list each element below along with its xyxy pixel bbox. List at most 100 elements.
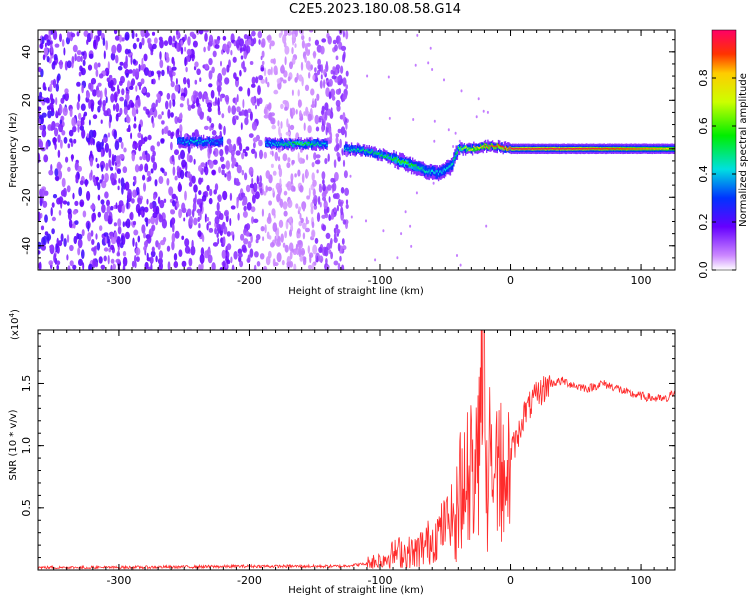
noise-speckle	[316, 93, 320, 102]
noise-speckle	[40, 212, 43, 219]
noise-speckle	[145, 108, 150, 115]
noise-speckle	[43, 47, 49, 56]
noise-speckle	[460, 89, 463, 93]
noise-speckle	[97, 30, 101, 35]
noise-speckle	[319, 201, 322, 208]
noise-speckle	[52, 194, 58, 199]
noise-speckle	[326, 122, 331, 128]
noise-speckle	[132, 220, 137, 226]
noise-speckle	[232, 143, 237, 152]
signal-track-segment	[275, 142, 278, 144]
noise-speckle	[123, 61, 128, 69]
noise-speckle	[130, 55, 133, 65]
noise-speckle	[45, 34, 49, 40]
signal-track-segment	[394, 158, 396, 164]
signal-track-segment	[349, 145, 352, 150]
signal-track-segment	[442, 169, 444, 172]
noise-speckle	[146, 170, 151, 177]
noise-speckle	[210, 123, 215, 128]
noise-speckle	[317, 64, 321, 70]
signal-track-segment	[206, 139, 208, 142]
noise-speckle	[253, 264, 257, 270]
noise-speckle	[146, 92, 151, 98]
signal-track-segment	[440, 171, 442, 177]
noise-speckle	[54, 168, 59, 177]
signal-track-segment	[361, 147, 363, 151]
signal-track-segment	[612, 147, 615, 150]
noise-speckle	[117, 218, 122, 228]
signal-track-segment	[375, 150, 377, 154]
signal-track-segment	[354, 146, 356, 157]
noise-speckle	[209, 188, 213, 197]
noise-speckle	[123, 99, 128, 109]
noise-speckle	[197, 216, 201, 222]
signal-track-segment	[432, 169, 434, 172]
noise-speckle	[241, 244, 247, 253]
noise-speckle	[203, 166, 206, 173]
noise-speckle	[39, 124, 44, 131]
noise-speckle	[221, 163, 226, 170]
noise-speckle	[204, 63, 209, 70]
noise-speckle	[172, 35, 176, 42]
noise-speckle	[72, 192, 75, 200]
noise-speckle	[48, 260, 54, 266]
noise-speckle	[245, 45, 251, 54]
signal-track-segment	[590, 147, 592, 150]
signal-track-segment	[582, 148, 584, 150]
noise-speckle	[230, 49, 233, 56]
noise-speckle	[214, 227, 218, 235]
noise-speckle	[452, 145, 455, 148]
snr-x-ticks: -300 -200 -100 0 100	[53, 330, 668, 587]
noise-speckle	[333, 260, 339, 266]
signal-track-segment	[569, 147, 571, 150]
noise-speckle	[68, 129, 74, 137]
noise-speckle	[330, 107, 333, 114]
signal-track-segment	[287, 140, 289, 144]
noise-speckle	[61, 130, 66, 136]
noise-speckle	[224, 209, 230, 217]
noise-speckle	[195, 97, 200, 107]
noise-speckle	[131, 198, 135, 204]
noise-speckle	[382, 229, 385, 233]
signal-track-segment	[484, 146, 487, 150]
noise-speckle	[127, 188, 132, 199]
spectrogram-y-axis-label: Frequency (Hz)	[8, 112, 19, 188]
signal-track-segment	[178, 139, 180, 144]
signal-track-segment	[372, 150, 374, 157]
signal-track-segment	[268, 141, 271, 143]
noise-speckle	[134, 254, 137, 264]
noise-speckle	[161, 120, 165, 125]
signal-track-segment	[402, 160, 404, 163]
noise-speckle	[207, 254, 213, 264]
noise-speckle	[335, 228, 341, 234]
noise-speckle	[42, 54, 46, 61]
noise-speckle	[284, 56, 287, 66]
noise-speckle	[110, 172, 115, 182]
noise-speckle	[287, 157, 291, 163]
noise-speckle	[342, 30, 345, 38]
noise-speckle	[151, 102, 157, 112]
noise-speckle	[330, 211, 335, 220]
noise-speckle	[128, 69, 133, 74]
noise-speckle	[188, 216, 193, 226]
noise-speckle	[69, 108, 73, 118]
noise-speckle	[197, 208, 200, 216]
noise-speckle	[335, 224, 339, 230]
signal-track-segment	[573, 148, 575, 150]
noise-speckle	[306, 171, 310, 177]
signal-track-segment	[576, 147, 578, 150]
signal-track-segment	[428, 169, 430, 172]
noise-speckle	[161, 111, 164, 116]
noise-speckle	[242, 210, 248, 218]
noise-speckle	[190, 245, 196, 256]
noise-speckle	[55, 243, 58, 253]
noise-speckle	[332, 66, 336, 72]
signal-track-segment	[188, 142, 191, 145]
noise-speckle	[193, 184, 198, 193]
noise-speckle	[217, 97, 220, 108]
noise-speckle	[198, 223, 201, 229]
noise-speckle	[55, 110, 58, 117]
colorbar: 0.00.20.40.60.8 Normalized spectral ampl…	[697, 29, 749, 279]
noise-speckle	[318, 246, 323, 253]
